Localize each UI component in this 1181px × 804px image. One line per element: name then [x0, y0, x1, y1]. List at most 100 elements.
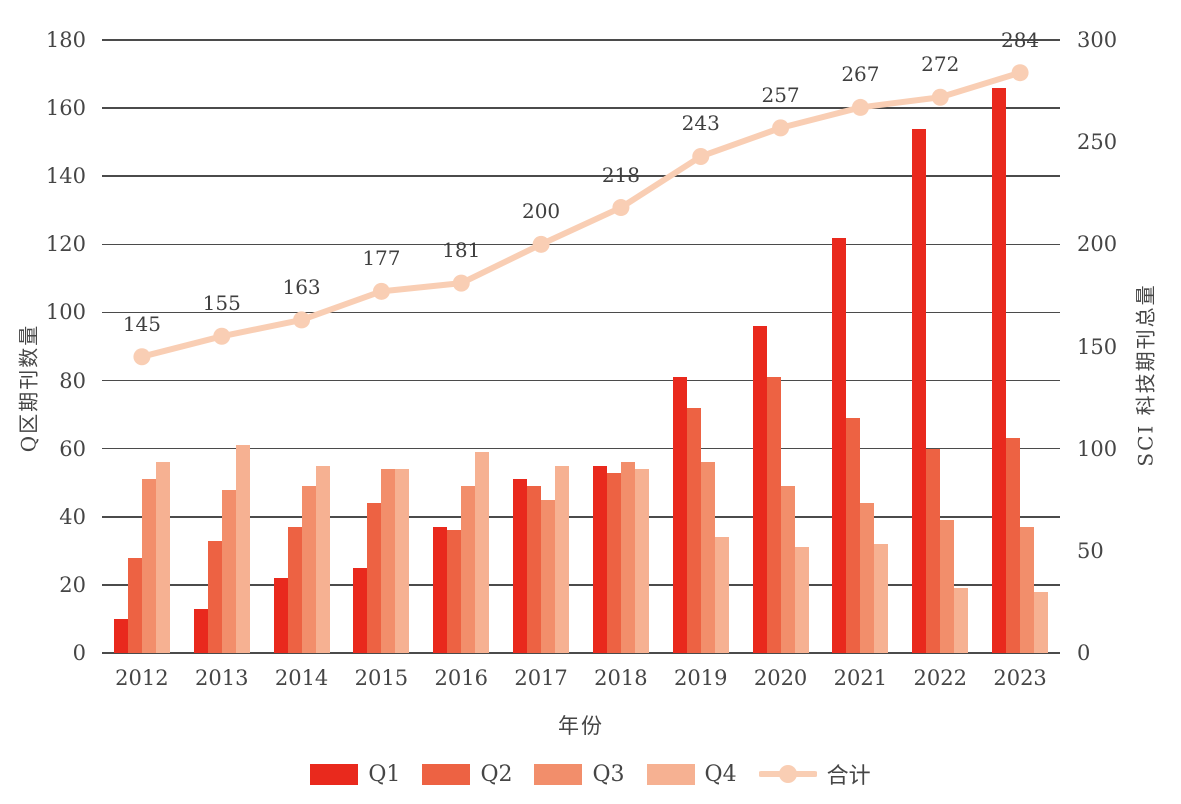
bar-q1-2023 [992, 87, 1007, 653]
x-axis-tick-label: 2018 [594, 666, 648, 690]
bar-q3-2014 [301, 486, 316, 653]
bar-q4-2017 [555, 465, 570, 653]
legend-label: Q1 [368, 761, 401, 787]
gridline [102, 379, 1060, 382]
bar-q2-2020 [766, 377, 781, 653]
x-axis-title: 年份 [558, 714, 604, 738]
line-data-label: 218 [601, 162, 640, 187]
bar-q2-2015 [367, 503, 382, 653]
bar-q4-2019 [714, 537, 729, 653]
legend-label: Q2 [480, 761, 513, 787]
y-axis-tick-label-right: 250 [1077, 130, 1118, 155]
bar-q2-2021 [846, 418, 861, 653]
bar-q1-2012 [113, 618, 128, 653]
y-axis-tick-label-left: 0 [72, 641, 86, 665]
bar-q3-2021 [860, 503, 875, 653]
total-line [141, 69, 1021, 360]
bar-q3-2019 [700, 462, 715, 653]
bar-q4-2022 [954, 588, 969, 653]
bar-q2-2018 [606, 472, 621, 653]
gridline [102, 243, 1060, 246]
legend-label: 合计 [826, 764, 871, 789]
line-data-label: 163 [282, 274, 321, 299]
total-line-point-2014 [293, 311, 311, 329]
bar-q3-2020 [780, 486, 795, 653]
bar-q3-2017 [541, 499, 556, 653]
x-axis-tick-label: 2014 [274, 666, 329, 690]
total-line-point-2012 [133, 348, 151, 366]
bar-q4-2012 [155, 462, 170, 653]
bar-q2-2016 [447, 530, 462, 653]
total-line-point-2015 [372, 282, 390, 300]
line-data-label: 272 [921, 52, 960, 77]
legend-label: Q3 [592, 761, 625, 787]
x-axis-tick-label: 2012 [115, 666, 169, 690]
line-data-label: 200 [521, 199, 561, 224]
bar-q3-2023 [1020, 526, 1035, 653]
bar-q4-2014 [315, 465, 330, 653]
gridline [102, 652, 1060, 654]
bar-q1-2020 [752, 326, 767, 653]
bar-q4-2023 [1034, 591, 1049, 653]
x-axis-tick-label: 2020 [753, 666, 808, 690]
total-line-point-2023 [1011, 64, 1029, 82]
bar-q1-2016 [433, 526, 448, 653]
gridline [102, 107, 1060, 109]
x-axis-tick-label: 2022 [913, 666, 967, 690]
y-axis-tick-label-right: 200 [1077, 232, 1118, 257]
bar-q3-2018 [620, 462, 635, 653]
legend: Q1 Q2 Q3 Q4 合计 [0, 758, 1181, 790]
total-line-point-2020 [772, 119, 790, 137]
total-line-point-2017 [532, 235, 550, 253]
bar-q1-2013 [193, 608, 208, 653]
bar-q4-2013 [235, 445, 250, 653]
bar-q3-2016 [461, 486, 476, 653]
bar-q1-2018 [592, 465, 607, 653]
bar-q3-2012 [141, 479, 156, 653]
total-line-point-2019 [692, 147, 710, 165]
total-line-point-2013 [213, 327, 231, 345]
gridline [102, 516, 1060, 518]
bar-q2-2023 [1006, 438, 1021, 653]
line-data-label: 145 [122, 311, 161, 336]
line-data-label: 243 [681, 111, 720, 136]
legend-swatch-q1 [310, 763, 359, 785]
line-data-label: 267 [841, 62, 880, 87]
legend-item-q2: Q2 [422, 762, 512, 787]
bar-q2-2014 [287, 526, 302, 653]
bar-q1-2017 [513, 479, 528, 653]
bar-q2-2012 [127, 557, 142, 653]
gridline [102, 175, 1060, 177]
line-data-label: 181 [442, 238, 481, 263]
bar-q4-2020 [794, 547, 809, 653]
bar-q2-2017 [527, 486, 542, 653]
bar-q3-2015 [381, 469, 396, 653]
y-axis-tick-label-right: 150 [1077, 334, 1118, 359]
gridline [102, 447, 1060, 450]
legend-swatch-q4 [646, 763, 695, 785]
y-axis-tick-label-right: 0 [1077, 641, 1091, 665]
bar-q4-2021 [874, 544, 889, 653]
bar-q1-2021 [832, 237, 847, 653]
y-axis-tick-label-left: 140 [45, 164, 86, 189]
total-line-point-2016 [452, 274, 470, 292]
y-axis-tick-label-left: 20 [59, 572, 86, 597]
total-line-point-2022 [931, 88, 949, 106]
bar-q4-2015 [395, 469, 410, 653]
bar-q2-2019 [686, 407, 701, 653]
line-data-label: 257 [761, 82, 800, 107]
y-axis-tick-label-left: 40 [59, 504, 86, 529]
bar-q2-2022 [926, 448, 941, 653]
bar-q1-2014 [273, 578, 288, 653]
y-axis-tick-label-left: 160 [45, 96, 86, 121]
bar-q3-2022 [940, 520, 955, 653]
bar-q1-2022 [912, 128, 927, 653]
legend-swatch-q3 [534, 763, 583, 785]
legend-item-q3: Q3 [534, 761, 625, 787]
legend-label: Q4 [704, 761, 737, 787]
x-axis-tick-label: 2021 [833, 666, 888, 690]
bar-q2-2013 [207, 540, 222, 653]
y-axis-tick-label-left: 60 [59, 436, 86, 461]
total-line-point-2018 [612, 199, 630, 217]
